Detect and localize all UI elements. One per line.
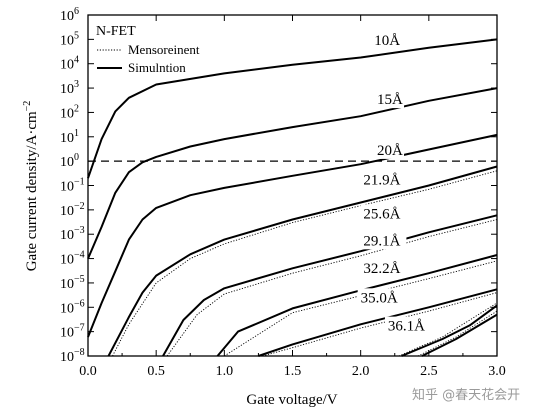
series-simulation-1 — [87, 87, 498, 259]
watermark-text: 知乎 @春天花会开 — [412, 388, 521, 403]
y-tick-label-1: 105 — [60, 30, 79, 48]
y-tick-label-14: 10−8 — [60, 347, 85, 365]
y-tick-label-13: 10−7 — [60, 323, 85, 341]
y-tick-label-6: 100 — [60, 152, 79, 170]
annotation-label-7: 35.0Å — [361, 290, 398, 306]
annotation-backdrop-3 — [360, 170, 407, 189]
annotation-label-8: 36.1Å — [388, 319, 425, 335]
y-tick-label-3: 103 — [60, 79, 79, 97]
y-tick-label-7: 10−1 — [60, 177, 85, 195]
x-tick-label-1: 0.5 — [147, 364, 165, 379]
legend: N-FET Mensoreinent Simulntion — [96, 24, 200, 75]
y-tick-label-2: 104 — [60, 55, 79, 73]
x-tick-label-5: 2.5 — [420, 364, 438, 379]
series-measurement-3 — [112, 170, 498, 357]
annotation-backdrop-5 — [360, 231, 407, 250]
y-tick-label-12: 10−6 — [60, 298, 85, 316]
series-simulation-3 — [107, 165, 498, 357]
y-axis-label-main: Gate current density/A·cm — [24, 111, 40, 271]
y-axis-label: Gate current density/A·cm−2 — [22, 101, 40, 272]
x-tick-label-3: 1.5 — [284, 364, 302, 379]
annotation-label-5: 29.1Å — [363, 233, 400, 249]
annotation-backdrop-2 — [374, 140, 405, 159]
x-tick-label-2: 1.0 — [216, 364, 234, 379]
series-measurement-8 — [417, 310, 498, 357]
series-measurement-5 — [224, 260, 498, 357]
x-tick-label-0: 0.0 — [79, 364, 97, 379]
series-measurement-7 — [398, 302, 498, 357]
annotation-label-1: 15Å — [377, 92, 403, 108]
annotation-label-6: 32.2Å — [363, 261, 400, 277]
x-axis-label: Gate voltage/V — [246, 392, 337, 408]
annotation-backdrop-7 — [357, 288, 404, 307]
y-tick-label-8: 10−2 — [60, 201, 85, 219]
annotation-backdrop-4 — [360, 204, 407, 223]
y-tick-label-0: 106 — [60, 6, 79, 24]
annotation-backdrop-0 — [371, 30, 402, 49]
y-tick-label-10: 10−4 — [60, 250, 85, 268]
annotation-layer: 10Å 15Å 20Å 21.9Å 25.6Å 29.1Å 32.2Å 35.0Å 36.1Å — [357, 30, 431, 335]
legend-label-measurement: Mensoreinent — [128, 42, 200, 57]
annotation-backdrop-6 — [360, 259, 407, 278]
y-axis-label-exponent: −2 — [22, 101, 33, 112]
series-simulation-4 — [162, 214, 498, 357]
annotation-backdrop-1 — [374, 90, 405, 109]
y-tick-label-9: 10−3 — [60, 225, 85, 243]
series-simulation-0 — [87, 38, 498, 179]
series-layer — [87, 38, 498, 357]
series-simulation-8 — [421, 313, 498, 357]
series-simulation-5 — [216, 254, 498, 357]
series-measurement-4 — [166, 219, 498, 357]
annotation-label-2: 20Å — [377, 143, 403, 159]
x-tick-label-6: 3.0 — [488, 364, 506, 379]
series-simulation-2 — [87, 133, 498, 338]
tick-layer: 0.0 0.5 1.0 1.5 2.0 2.5 3.0 106 105 104 103 102 101 1… — [60, 6, 506, 379]
y-tick-label-4: 102 — [60, 103, 79, 121]
annotation-label-3: 21.9Å — [363, 172, 400, 188]
legend-label-simulation: Simulntion — [128, 60, 186, 75]
series-simulation-6 — [258, 288, 498, 357]
series-measurement-6 — [262, 292, 498, 357]
series-simulation-7 — [401, 304, 498, 357]
annotation-label-0: 10Å — [374, 33, 400, 49]
x-tick-label-4: 2.0 — [352, 364, 370, 379]
annotation-label-4: 25.6Å — [363, 206, 400, 222]
annotation-backdrop-8 — [384, 316, 431, 335]
y-tick-label-11: 10−5 — [60, 274, 85, 292]
y-tick-label-5: 101 — [60, 128, 79, 146]
legend-title: N-FET — [96, 24, 136, 39]
